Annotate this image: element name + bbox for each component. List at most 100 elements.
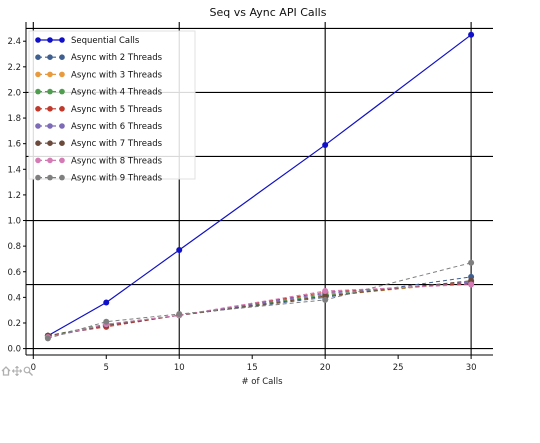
series-async-with-9-threads — [44, 259, 475, 342]
legend-marker — [35, 106, 41, 112]
data-point — [176, 246, 183, 253]
zoom-icon — [23, 366, 33, 376]
legend-box — [28, 30, 196, 180]
y-tick-label: 0.4 — [7, 293, 21, 303]
data-point — [322, 141, 329, 148]
legend-marker — [35, 157, 41, 164]
legend-marker — [35, 123, 41, 129]
legend-item: Async with 4 Threads — [35, 88, 163, 98]
legend-label: Async with 3 Threads — [71, 70, 163, 80]
legend-marker — [59, 140, 65, 146]
series-line — [47, 281, 472, 337]
legend-item: Sequential Calls — [35, 36, 140, 46]
legend-item: Async with 8 Threads — [35, 156, 163, 166]
legend-marker — [59, 106, 65, 112]
legend-label: Async with 2 Threads — [71, 53, 163, 63]
legend-label: Async with 8 Threads — [71, 156, 163, 166]
legend-marker — [47, 54, 53, 60]
y-tick-label: 2.0 — [7, 88, 21, 98]
legend-marker — [59, 174, 65, 181]
legend-marker — [35, 140, 41, 146]
legend-label: Async with 5 Threads — [71, 105, 163, 115]
legend-item: Async with 9 Threads — [35, 174, 163, 184]
legend-label: Async with 6 Threads — [71, 122, 163, 132]
data-point — [468, 31, 475, 38]
legend-marker — [47, 106, 53, 112]
y-tick-label: 1.0 — [7, 217, 21, 227]
legend-marker — [59, 123, 65, 129]
legend-label: Async with 7 Threads — [71, 139, 163, 149]
series-line — [47, 276, 472, 337]
data-point — [103, 299, 110, 306]
data-point — [176, 311, 183, 318]
data-point — [468, 281, 475, 288]
legend-marker — [59, 88, 65, 95]
legend: Sequential Calls Async with 2 Threads Asyn… — [28, 30, 196, 184]
legend-marker — [35, 88, 41, 95]
series-line — [47, 280, 472, 337]
series-line — [47, 281, 472, 337]
legend-item: Async with 5 Threads — [35, 105, 163, 115]
y-tick-label: 1.8 — [7, 114, 21, 124]
legend-label: Async with 9 Threads — [71, 174, 163, 184]
x-tick-label: 15 — [247, 363, 258, 373]
series-line — [47, 281, 472, 338]
series-async-with-8-threads — [44, 281, 475, 341]
series-line — [47, 282, 472, 337]
y-tick-label: 1.6 — [7, 140, 21, 150]
y-tick-label: 0.8 — [7, 242, 21, 252]
data-point — [322, 287, 329, 294]
y-tick-label: 0.6 — [7, 268, 21, 278]
data-point — [468, 259, 475, 266]
home-icon — [1, 366, 11, 376]
zoom-button[interactable] — [23, 366, 33, 376]
series-async-with-3-threads — [44, 278, 475, 339]
y-tick-label: 0.0 — [7, 345, 21, 355]
x-tick-label: 10 — [174, 363, 185, 373]
legend-marker — [47, 37, 53, 43]
legend-marker — [59, 54, 65, 60]
y-tick-label: 0.2 — [7, 319, 21, 329]
y-tick-label: 2.4 — [7, 37, 21, 47]
legend-marker — [35, 54, 41, 60]
x-tick-label: 20 — [320, 363, 331, 373]
legend-marker — [47, 71, 53, 78]
legend-item: Async with 6 Threads — [35, 122, 163, 132]
legend-item: Async with 3 Threads — [35, 70, 163, 80]
series-line — [47, 284, 472, 338]
series-layer — [44, 31, 475, 342]
legend-marker — [59, 157, 65, 164]
x-axis-label: # of Calls — [241, 377, 283, 387]
series-line — [47, 262, 472, 339]
legend-marker — [59, 37, 65, 43]
legend-label: Async with 4 Threads — [71, 88, 163, 98]
x-tick-label: 5 — [104, 363, 109, 373]
legend-label: Sequential Calls — [71, 36, 140, 46]
plot-toolbar — [1, 366, 33, 376]
x-tick-label: 30 — [466, 363, 477, 373]
axes: 0.0 0.2 0.4 0.6 0.8 1.0 1.2 1.4 1.6 1.8 2.0 2.2 2.4 0… — [7, 22, 493, 373]
legend-marker — [35, 71, 41, 78]
legend-marker — [59, 71, 65, 78]
legend-marker — [47, 140, 53, 146]
legend-marker — [47, 174, 53, 181]
pan-icon — [12, 366, 22, 376]
pan-button[interactable] — [12, 366, 22, 376]
legend-marker — [47, 157, 53, 164]
series-async-with-2-threads — [44, 273, 475, 339]
data-point — [103, 318, 110, 325]
y-tick-label: 1.4 — [7, 165, 21, 175]
legend-marker — [35, 37, 41, 43]
legend-marker — [47, 88, 53, 95]
home-button[interactable] — [1, 366, 11, 376]
legend-marker — [47, 123, 53, 129]
x-tick-label: 0 — [31, 363, 36, 373]
series-async-with-5-threads — [44, 280, 475, 339]
y-tick-label: 1.2 — [7, 191, 21, 201]
y-tick-label: 2.2 — [7, 63, 21, 73]
legend-item: Async with 7 Threads — [35, 139, 163, 149]
data-point — [322, 296, 329, 303]
data-point — [44, 335, 51, 342]
x-tick-label: 25 — [393, 363, 404, 373]
